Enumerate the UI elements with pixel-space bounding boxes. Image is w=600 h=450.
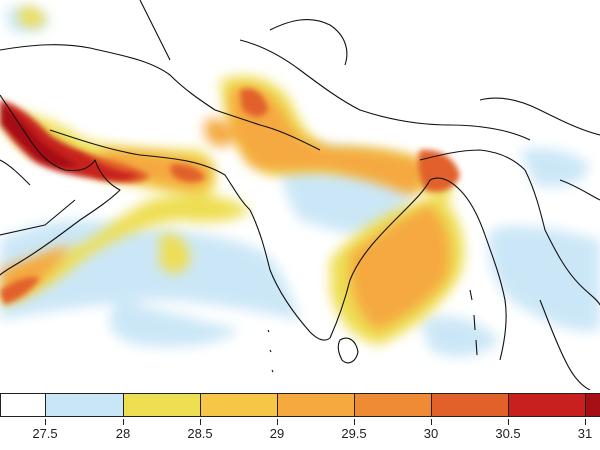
colorbar-cell <box>200 393 278 417</box>
colorbar-tick-mark <box>45 419 46 425</box>
colorbar-tick-label: 28 <box>115 426 131 441</box>
colorbar-cell <box>508 393 586 417</box>
colorbar-cell <box>585 393 600 417</box>
colorbar-tick-mark <box>200 419 201 425</box>
colorbar-tick-mark <box>354 419 355 425</box>
colorbar-tick-mark <box>431 419 432 425</box>
colorbar-cell <box>431 393 509 417</box>
colorbar-tick-mark <box>277 419 278 425</box>
country-borders <box>0 0 600 390</box>
colorbar-cell <box>0 393 46 417</box>
colorbar-tick-label: 31 <box>577 426 593 441</box>
colorbar-tick-label: 30.5 <box>495 426 521 441</box>
colorbar-tick-label: 29.5 <box>341 426 367 441</box>
colorbar-cell <box>354 393 432 417</box>
colorbar-tick-label: 28.5 <box>187 426 213 441</box>
colorbar-cell <box>123 393 201 417</box>
colorbar-tick-label: 27.5 <box>32 426 58 441</box>
colorbar-tick-label: 29 <box>269 426 285 441</box>
colorbar <box>0 393 600 419</box>
colorbar-tick-mark <box>508 419 509 425</box>
colorbar-tick-label: 30 <box>423 426 439 441</box>
south-asia-temperature-map <box>0 0 600 390</box>
red-region <box>0 100 140 181</box>
colorbar-cell <box>277 393 355 417</box>
colorbar-tick-mark <box>585 419 586 425</box>
colorbar-tick-mark <box>123 419 124 425</box>
colorbar-cell <box>45 393 124 417</box>
